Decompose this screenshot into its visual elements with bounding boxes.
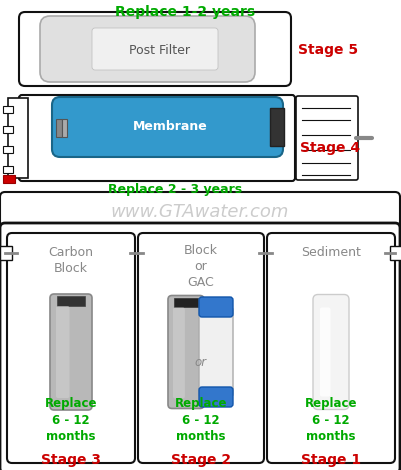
FancyBboxPatch shape — [50, 294, 92, 410]
FancyBboxPatch shape — [19, 12, 290, 86]
Bar — [3, 106, 13, 113]
Bar — [3, 166, 13, 173]
Text: Stage 3: Stage 3 — [41, 453, 101, 467]
Bar — [62, 119, 67, 137]
FancyBboxPatch shape — [40, 16, 254, 82]
FancyBboxPatch shape — [312, 295, 348, 409]
FancyBboxPatch shape — [198, 297, 233, 317]
Text: Replace 1-2 years: Replace 1-2 years — [115, 5, 254, 19]
Text: Replace
6 - 12
months: Replace 6 - 12 months — [45, 397, 97, 444]
Text: Replace
6 - 12
months: Replace 6 - 12 months — [174, 397, 227, 444]
Text: Replace 2 - 3 years: Replace 2 - 3 years — [108, 183, 241, 196]
FancyBboxPatch shape — [0, 223, 399, 470]
FancyBboxPatch shape — [172, 307, 184, 399]
FancyBboxPatch shape — [266, 233, 394, 463]
Bar — [57, 296, 85, 306]
FancyBboxPatch shape — [52, 97, 282, 157]
Bar — [56, 119, 62, 137]
FancyBboxPatch shape — [7, 233, 135, 463]
Text: Post Filter: Post Filter — [129, 44, 190, 56]
Bar — [8, 98, 28, 178]
Text: Stage 2: Stage 2 — [170, 453, 231, 467]
Text: www.GTAwater.com: www.GTAwater.com — [111, 203, 288, 221]
FancyBboxPatch shape — [198, 387, 233, 407]
Bar — [269, 108, 283, 146]
Text: Sediment: Sediment — [300, 246, 360, 259]
FancyBboxPatch shape — [168, 296, 203, 408]
Bar — [174, 298, 198, 306]
FancyBboxPatch shape — [0, 192, 399, 230]
Bar — [0, 246, 12, 260]
Bar — [3, 126, 13, 133]
Text: or: or — [194, 355, 207, 368]
Bar — [389, 246, 401, 260]
FancyBboxPatch shape — [198, 307, 233, 397]
FancyBboxPatch shape — [319, 307, 330, 397]
FancyBboxPatch shape — [19, 95, 294, 181]
Bar — [3, 175, 15, 183]
Text: Stage 4: Stage 4 — [299, 141, 359, 155]
Bar — [3, 146, 13, 153]
Text: Carbon
Block: Carbon Block — [49, 246, 93, 275]
Text: Stage 5: Stage 5 — [297, 43, 357, 57]
FancyBboxPatch shape — [138, 233, 263, 463]
Text: Membrane: Membrane — [132, 120, 207, 133]
FancyBboxPatch shape — [295, 96, 357, 180]
Text: Replace
6 - 12
months: Replace 6 - 12 months — [304, 397, 356, 444]
FancyBboxPatch shape — [92, 28, 217, 70]
Text: Stage 1: Stage 1 — [300, 453, 360, 467]
FancyBboxPatch shape — [56, 306, 69, 398]
Text: Block
or
GAC: Block or GAC — [184, 244, 217, 289]
